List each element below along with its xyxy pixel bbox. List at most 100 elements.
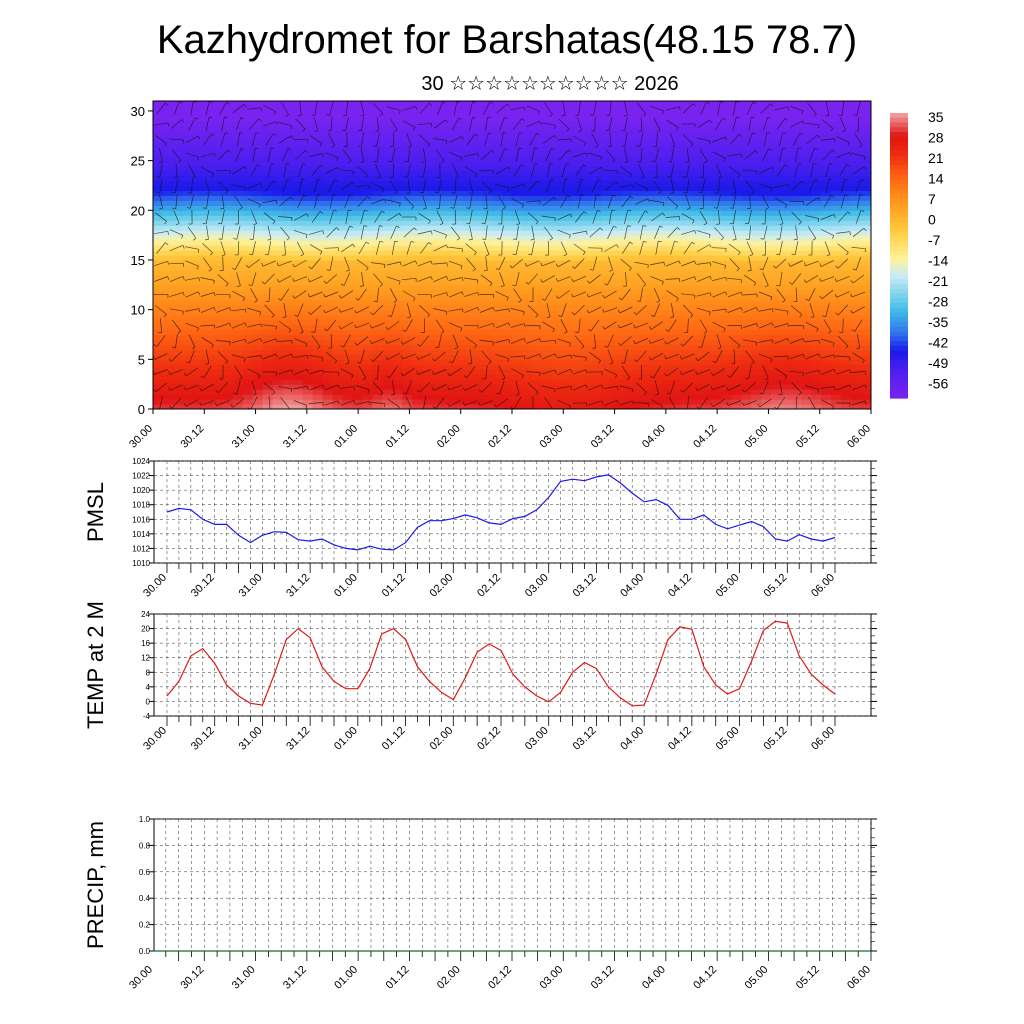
heatmap-cell <box>601 309 613 316</box>
heatmap-cell <box>601 155 613 162</box>
heatmap-cell <box>232 299 244 306</box>
heatmap-cell <box>641 105 653 112</box>
heatmap-cell <box>521 235 533 241</box>
heatmap-cell <box>641 215 653 221</box>
heatmap-cell <box>352 399 364 405</box>
heatmap-cell <box>571 101 583 107</box>
heatmap-cell <box>651 399 663 405</box>
heatmap-cell <box>422 125 433 132</box>
heatmap-cell <box>172 404 184 409</box>
heatmap-cell <box>631 279 643 286</box>
heatmap-cell <box>342 215 354 221</box>
heatmap-cell <box>212 240 224 246</box>
heatmap-cell <box>711 140 723 147</box>
heatmap-cell <box>262 225 274 231</box>
heatmap-cell <box>282 165 294 172</box>
heatmap-cell <box>252 250 264 256</box>
heatmap-cell <box>571 324 583 331</box>
heatmap-cell <box>492 110 503 117</box>
heatmap-cell <box>153 190 164 196</box>
heatmap-cell <box>671 205 683 211</box>
heatmap-cell <box>531 384 543 390</box>
heatmap-cell <box>372 304 383 311</box>
heatmap-cell <box>182 344 194 350</box>
heatmap-cell <box>402 294 413 301</box>
heatmap-cell <box>821 374 832 380</box>
heatmap-cell <box>651 404 663 409</box>
heatmap-cell <box>691 225 703 231</box>
wind-barb-flag <box>287 148 292 151</box>
heatmap-cell <box>232 210 244 216</box>
heatmap-cell <box>342 289 354 296</box>
heatmap-cell <box>691 165 703 172</box>
wind-barb-flag <box>287 179 291 181</box>
heatmap-cell <box>781 379 792 385</box>
wind-barb-flag <box>178 160 182 163</box>
heatmap-cell <box>242 309 254 316</box>
heatmap-cell <box>322 364 334 370</box>
heatmap-cell <box>611 125 623 132</box>
heatmap-cell <box>153 369 164 375</box>
wind-barb-flag <box>258 118 262 122</box>
heatmap-cell <box>382 294 393 301</box>
heatmap-cell <box>442 195 453 201</box>
wind-barb-flag <box>276 278 280 283</box>
heatmap-cell <box>641 110 653 117</box>
heatmap-cell <box>531 344 543 350</box>
heatmap-cell <box>661 220 673 226</box>
heatmap-cell <box>861 274 871 281</box>
heatmap-cell <box>162 145 174 152</box>
heatmap-cell <box>691 339 703 346</box>
wind-barb <box>344 349 350 364</box>
heatmap-cell <box>392 145 403 152</box>
heatmap-cell <box>202 264 214 271</box>
heatmap-cell <box>801 369 812 375</box>
heatmap-cell <box>531 195 543 201</box>
heatmap-cell <box>252 404 264 409</box>
heatmap-cell <box>442 185 453 192</box>
heatmap-cell <box>751 160 762 167</box>
heatmap-cell <box>771 125 782 132</box>
heatmap-cell <box>521 349 533 355</box>
heatmap-cell <box>182 259 194 266</box>
heatmap-cell <box>282 354 294 360</box>
heatmap-cell <box>282 255 294 261</box>
heatmap-cell <box>282 210 294 216</box>
heatmap-cell <box>671 165 683 172</box>
heatmap-cell <box>402 185 413 192</box>
heatmap-cell <box>272 190 284 196</box>
wind-barb-flag <box>338 308 341 313</box>
heatmap-cell <box>222 339 234 346</box>
heatmap-cell <box>661 374 673 380</box>
heatmap-cell <box>452 165 463 172</box>
heatmap-cell <box>502 205 513 211</box>
heatmap-cell <box>312 259 324 266</box>
heatmap-cell <box>551 314 563 321</box>
heatmap-cell <box>153 130 164 137</box>
heatmap-cell <box>761 299 772 306</box>
heatmap-cell <box>502 255 513 261</box>
heatmap-cell <box>611 230 623 236</box>
heatmap-cell <box>192 289 204 296</box>
wind-barb <box>201 336 214 346</box>
heatmap-cell <box>671 389 683 395</box>
heatmap-cell <box>212 369 224 375</box>
heatmap-cell <box>601 115 613 122</box>
heatmap-cell <box>412 140 423 147</box>
heatmap-cell <box>861 399 871 405</box>
heatmap-cell <box>382 344 393 350</box>
heatmap-cell <box>382 394 393 400</box>
wind-barb <box>263 104 276 113</box>
heatmap-cell <box>771 160 782 167</box>
heatmap-cell <box>741 289 752 296</box>
heatmap-cell <box>392 334 403 341</box>
heatmap-cell <box>521 394 533 400</box>
heatmap-cell <box>402 259 413 266</box>
heatmap-cell <box>741 279 752 286</box>
heatmap-cell <box>821 125 832 132</box>
heatmap-cell <box>671 155 683 162</box>
heatmap-cell <box>611 354 623 360</box>
heatmap-cell <box>561 404 573 409</box>
heatmap-cell <box>601 205 613 211</box>
heatmap-cell <box>342 225 354 231</box>
